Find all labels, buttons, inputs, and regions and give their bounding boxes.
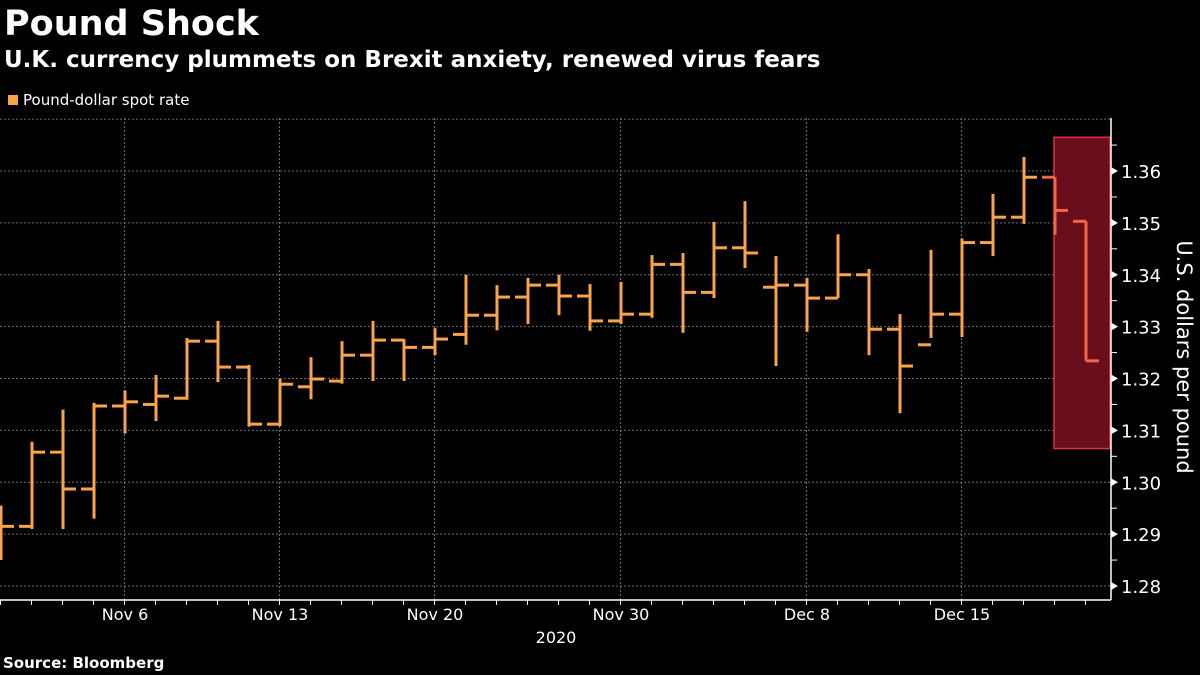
ohlc-bar <box>546 274 572 316</box>
ohlc-bar <box>267 379 293 427</box>
y-tick-major <box>1111 218 1118 227</box>
highlight-box <box>1053 136 1111 450</box>
y-tick-major <box>1111 530 1118 539</box>
ohlc-bar <box>329 341 355 384</box>
x-tick-label: Nov 20 <box>407 605 464 624</box>
grid <box>0 118 1110 600</box>
chart-subtitle: U.K. currency plummets on Brexit anxiety… <box>4 47 821 73</box>
ohlc-bar <box>81 402 107 519</box>
ohlc-bar <box>422 328 448 356</box>
ohlc-bar <box>577 284 603 331</box>
ohlc-bar <box>515 277 541 325</box>
y-tick-major <box>1111 426 1118 435</box>
y-tick-label: 1.36 <box>1121 162 1161 183</box>
ohlc-bar <box>608 282 634 325</box>
y-tick-label: 1.28 <box>1121 577 1161 598</box>
legend-swatch <box>8 95 18 105</box>
ohlc-bar <box>701 221 727 299</box>
x-axis-year-label: 2020 <box>536 628 577 647</box>
source-note: Source: Bloomberg <box>3 654 165 672</box>
ohlc-bar <box>856 269 882 356</box>
y-tick-major <box>1111 374 1118 383</box>
ohlc-bar <box>1011 156 1037 224</box>
ohlc-bar <box>670 252 696 333</box>
ohlc-bar <box>1073 219 1099 363</box>
ohlc-bar <box>143 374 169 422</box>
highlight-region <box>1053 136 1111 450</box>
y-tick-major <box>1111 322 1118 331</box>
ohlc-bar <box>639 255 665 318</box>
ohlc-bar <box>112 390 138 434</box>
legend-label: Pound-dollar spot rate <box>23 91 190 109</box>
ohlc-bar <box>1042 175 1068 235</box>
ohlc-bar <box>236 365 262 427</box>
y-tick-label: 1.30 <box>1121 473 1161 494</box>
ohlc-bar <box>794 277 820 332</box>
ohlc-bar <box>763 256 789 367</box>
ohlc-bar <box>50 409 76 529</box>
y-tick-label: 1.34 <box>1121 266 1161 287</box>
ohlc-bars <box>0 156 1099 561</box>
ohlc-bar <box>732 201 758 269</box>
ohlc-bar <box>360 320 386 382</box>
y-tick-label: 1.32 <box>1121 370 1161 391</box>
y-tick-major <box>1111 478 1118 487</box>
y-tick-major <box>1111 582 1118 590</box>
x-tick-label: Nov 30 <box>593 605 650 624</box>
y-tick-label: 1.33 <box>1121 318 1161 339</box>
ohlc-bar <box>980 193 1006 257</box>
y-tick-label: 1.29 <box>1121 525 1161 546</box>
ohlc-bar <box>19 441 45 529</box>
ohlc-bar <box>0 505 14 561</box>
ohlc-bar <box>484 285 510 331</box>
ohlc-bar <box>391 338 417 382</box>
y-tick-major <box>1111 167 1118 175</box>
ohlc-bar <box>174 338 200 400</box>
ohlc-bar <box>825 234 851 300</box>
ohlc-bar <box>918 249 944 347</box>
x-tick-label: Dec 15 <box>934 605 990 624</box>
y-tick-label: 1.35 <box>1121 214 1161 235</box>
y-tick-major <box>1111 270 1118 279</box>
ohlc-bar <box>205 320 231 383</box>
ohlc-bar <box>887 314 913 414</box>
legend: Pound-dollar spot rate <box>8 90 189 110</box>
x-tick-label: Dec 8 <box>784 605 830 624</box>
ohlc-bar <box>298 357 324 400</box>
axes: Nov 6 Nov 13 Nov 20 Nov 30 Dec 8 Dec 15 1.28 1.… <box>0 118 1161 624</box>
x-tick-label: Nov 13 <box>252 605 309 624</box>
y-axis-title: U.S. dollars per pound <box>1172 240 1196 473</box>
ohlc-bar <box>453 274 479 345</box>
x-tick-label: Nov 6 <box>102 605 149 624</box>
y-tick-label: 1.31 <box>1121 421 1161 442</box>
ohlc-bar <box>949 238 975 337</box>
chart-title: Pound Shock <box>4 4 259 44</box>
